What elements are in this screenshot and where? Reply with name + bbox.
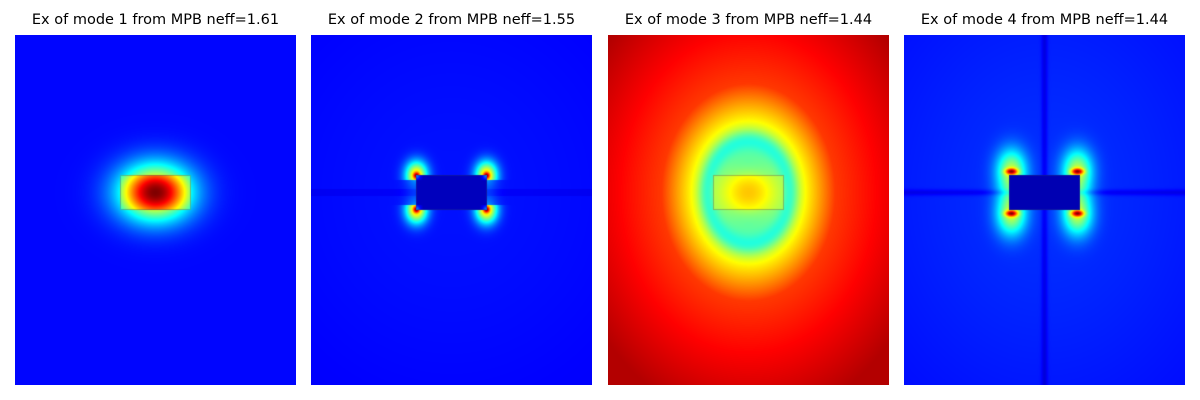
mode-3-panel: Ex of mode 3 from MPB neff=1.44	[608, 0, 889, 400]
mode-3-field-heatmap	[608, 35, 889, 385]
mode-2-field-heatmap	[311, 35, 592, 385]
mode-4-panel: Ex of mode 4 from MPB neff=1.44	[904, 0, 1185, 400]
mode-4-field-heatmap	[904, 35, 1185, 385]
mode-4-title: Ex of mode 4 from MPB neff=1.44	[920, 12, 1169, 28]
mode-3-title: Ex of mode 3 from MPB neff=1.44	[624, 12, 873, 28]
mode-1-panel: Ex of mode 1 from MPB neff=1.61	[15, 0, 296, 400]
mode-2-title: Ex of mode 2 from MPB neff=1.55	[327, 12, 576, 28]
mode-2-panel: Ex of mode 2 from MPB neff=1.55	[311, 0, 592, 400]
mode-1-title: Ex of mode 1 from MPB neff=1.61	[31, 12, 280, 28]
mode-1-field-heatmap	[15, 35, 296, 385]
